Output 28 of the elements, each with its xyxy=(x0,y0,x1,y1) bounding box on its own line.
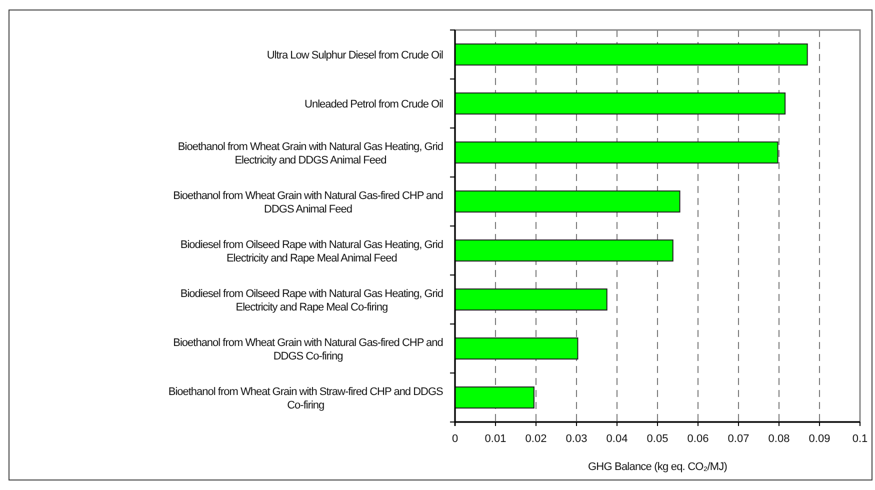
y-tick-label: Biodiesel from Oilseed Rape with Natural Gas Heating, Grid Electricity and Rape Meal Co-firing xyxy=(180,288,444,314)
x-tick-label: 0.01 xyxy=(484,433,506,445)
bar xyxy=(454,337,578,360)
y-tick-label: Unleaded Petrol from Crude Oil xyxy=(304,98,444,110)
bar xyxy=(454,239,674,262)
bar xyxy=(454,43,808,66)
x-tick-label: 0.07 xyxy=(728,433,750,445)
x-tick-label: 0.08 xyxy=(768,433,790,445)
y-tick-label: Biodiesel from Oilseed Rape with Natural Gas Heating, Grid Electricity and Rape Meal Animal Feed xyxy=(180,238,444,264)
x-tick-label: 0.1 xyxy=(852,433,868,445)
y-tick-label: Bioethanol from Wheat Grain with Natural Gas-fired CHP and DDGS Co-firing xyxy=(173,336,444,362)
x-tick-label: 0.05 xyxy=(646,433,668,445)
x-tick-label: 0 xyxy=(452,433,458,445)
x-tick-label: 0.04 xyxy=(606,433,628,445)
bar xyxy=(454,92,786,115)
x-tick-label: 0.03 xyxy=(566,433,588,445)
y-tick-label: Ultra Low Sulphur Diesel from Crude Oil xyxy=(266,50,444,62)
bar xyxy=(454,141,778,164)
y-tick-label: Bioethanol from Wheat Grain with Natural Gas-fired CHP and DDGS Animal Feed xyxy=(173,190,444,216)
bar xyxy=(454,386,534,409)
x-tick-label: 0.02 xyxy=(525,433,547,445)
x-tick-label: 0.06 xyxy=(687,433,709,445)
x-tick-label: 0.09 xyxy=(808,433,830,445)
bar xyxy=(454,190,680,213)
bar xyxy=(454,288,608,311)
x-axis-title: GHG Balance (kg eq. CO₂/MJ) xyxy=(588,461,727,473)
y-tick-label: Bioethanol from Wheat Grain with Straw-fired CHP and DDGS Co-firing xyxy=(168,386,444,412)
y-tick-label: Bioethanol from Wheat Grain with Natural Gas Heating, Grid Electricity and DDGS Animal Feed xyxy=(178,140,444,166)
